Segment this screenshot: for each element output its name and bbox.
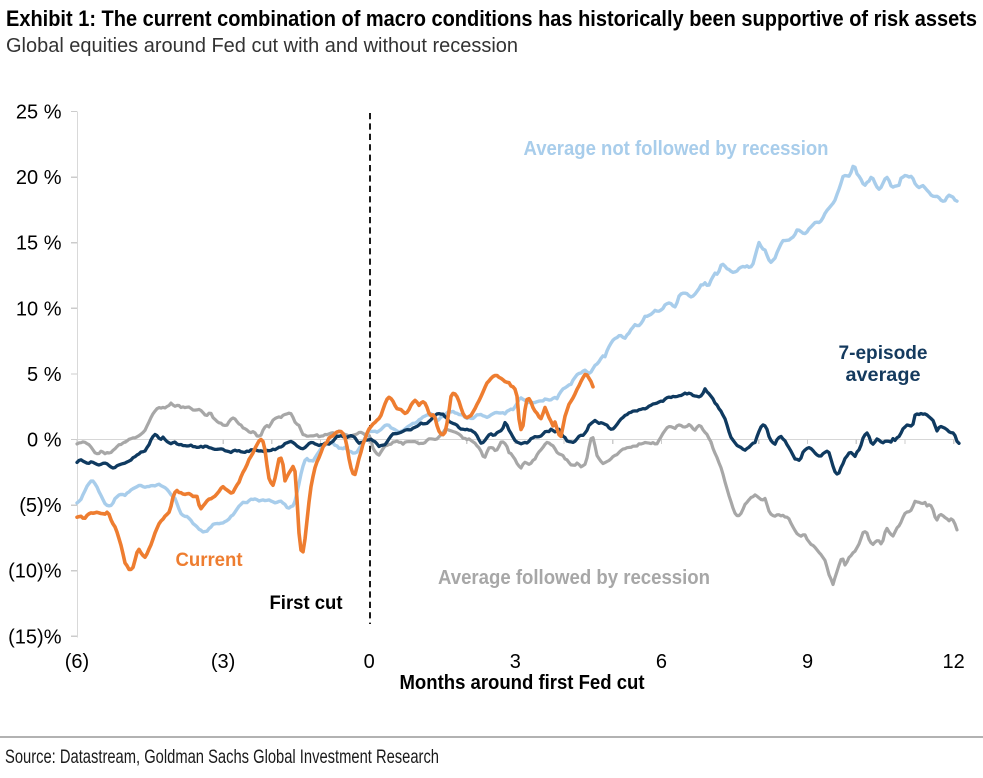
svg-text:Exhibit 1: The current combina: Exhibit 1: The current combination of ma… <box>6 6 977 31</box>
svg-text:15 %: 15 % <box>16 233 62 255</box>
svg-text:(10)%: (10)% <box>8 561 62 583</box>
svg-text:(3): (3) <box>211 651 235 673</box>
svg-text:(15)%: (15)% <box>8 626 62 648</box>
svg-text:20 %: 20 % <box>16 167 62 189</box>
svg-text:12: 12 <box>942 651 964 673</box>
svg-text:Months around first Fed cut: Months around first Fed cut <box>400 672 645 694</box>
svg-text:6: 6 <box>656 651 667 673</box>
svg-text:25 %: 25 % <box>16 102 62 124</box>
svg-text:(5)%: (5)% <box>19 495 61 517</box>
svg-text:Source: Datastream, Goldman Sa: Source: Datastream, Goldman Sachs Global… <box>5 747 439 768</box>
svg-text:average: average <box>846 365 921 386</box>
svg-text:Global equities around Fed cut: Global equities around Fed cut with and … <box>6 35 518 57</box>
svg-text:0: 0 <box>364 651 375 673</box>
svg-text:9: 9 <box>802 651 813 673</box>
svg-text:7-episode: 7-episode <box>839 343 928 364</box>
svg-text:Current: Current <box>176 550 244 571</box>
svg-text:Average followed by recession: Average followed by recession <box>438 567 710 589</box>
svg-text:5 %: 5 % <box>27 364 62 386</box>
svg-text:Average not followed by recess: Average not followed by recession <box>524 138 829 160</box>
svg-text:0 %: 0 % <box>27 430 62 452</box>
svg-text:(6): (6) <box>65 651 89 673</box>
svg-text:10 %: 10 % <box>16 298 62 320</box>
svg-text:3: 3 <box>510 651 521 673</box>
svg-text:First cut: First cut <box>270 593 344 614</box>
